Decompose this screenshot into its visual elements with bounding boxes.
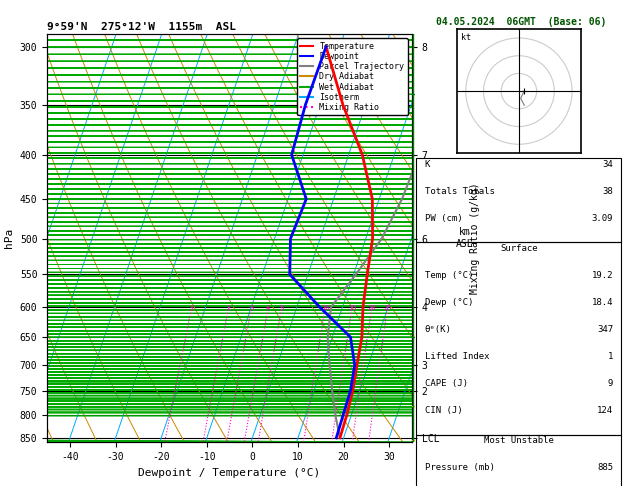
Text: Pressure (mb): Pressure (mb) [425, 463, 494, 472]
Bar [416, 435, 621, 486]
Text: 3.09: 3.09 [592, 214, 613, 223]
Text: Lifted Index: Lifted Index [425, 352, 489, 361]
Text: Dewp (°C): Dewp (°C) [425, 298, 473, 307]
Text: 9°59'N  275°12'W  1155m  ASL: 9°59'N 275°12'W 1155m ASL [47, 22, 236, 32]
Text: 1: 1 [189, 305, 194, 311]
Legend: Temperature, Dewpoint, Parcel Trajectory, Dry Adiabat, Wet Adiabat, Isotherm, Mi: Temperature, Dewpoint, Parcel Trajectory… [297, 38, 408, 115]
Text: kt: kt [460, 33, 470, 42]
Text: 1: 1 [608, 352, 613, 361]
Text: 2: 2 [226, 305, 231, 311]
Text: θᵉ(K): θᵉ(K) [425, 325, 452, 334]
Y-axis label: Mixing Ratio (g/kg): Mixing Ratio (g/kg) [470, 182, 481, 294]
Text: 10: 10 [321, 305, 330, 311]
Bar [416, 158, 621, 242]
Text: 34: 34 [603, 159, 613, 169]
Text: 04.05.2024  06GMT  (Base: 06): 04.05.2024 06GMT (Base: 06) [436, 17, 606, 27]
Text: CAPE (J): CAPE (J) [425, 379, 467, 388]
Text: 15: 15 [348, 305, 357, 311]
Text: Surface: Surface [500, 244, 538, 253]
Text: 38: 38 [603, 187, 613, 195]
Text: 885: 885 [597, 463, 613, 472]
Text: PW (cm): PW (cm) [425, 214, 462, 223]
Y-axis label: hPa: hPa [4, 228, 14, 248]
Bar [416, 242, 621, 435]
Text: 3: 3 [249, 305, 253, 311]
Text: 347: 347 [597, 325, 613, 334]
X-axis label: Dewpoint / Temperature (°C): Dewpoint / Temperature (°C) [138, 468, 321, 478]
Text: Most Unstable: Most Unstable [484, 436, 554, 445]
Y-axis label: km
ASL: km ASL [455, 227, 473, 249]
Text: 124: 124 [597, 406, 613, 415]
Text: K: K [425, 159, 430, 169]
Text: 25: 25 [383, 305, 392, 311]
Text: 20: 20 [367, 305, 376, 311]
Text: 18.4: 18.4 [592, 298, 613, 307]
Text: 5: 5 [279, 305, 284, 311]
Text: 4: 4 [266, 305, 270, 311]
Text: 19.2: 19.2 [592, 271, 613, 280]
Text: Totals Totals: Totals Totals [425, 187, 494, 195]
Text: CIN (J): CIN (J) [425, 406, 462, 415]
Text: 9: 9 [608, 379, 613, 388]
Text: Temp (°C): Temp (°C) [425, 271, 473, 280]
